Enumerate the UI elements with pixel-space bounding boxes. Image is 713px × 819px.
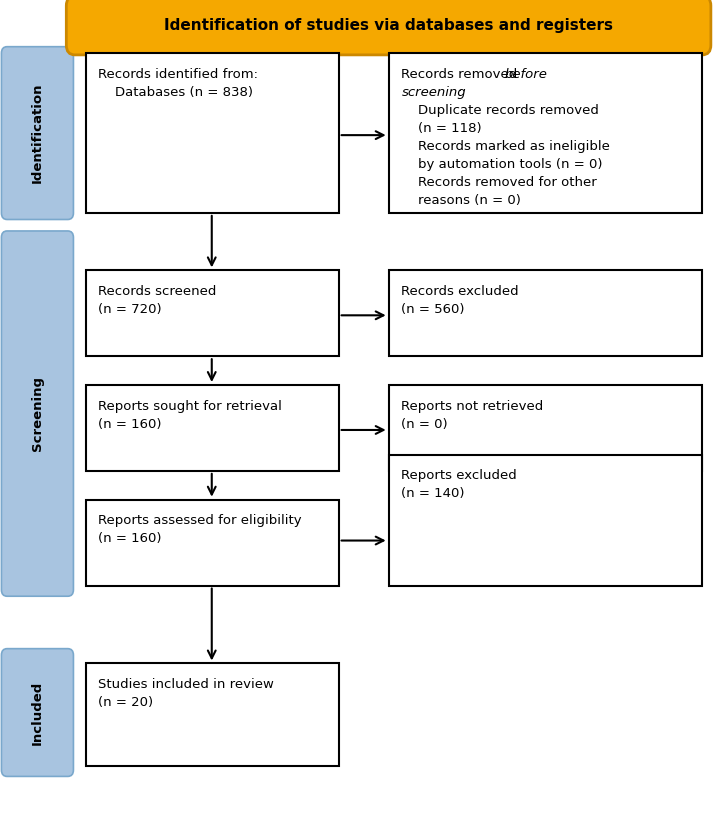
Text: (n = 118): (n = 118) [401, 122, 482, 135]
FancyBboxPatch shape [1, 649, 73, 776]
Text: (n = 560): (n = 560) [401, 303, 465, 316]
Text: screening: screening [401, 86, 466, 99]
Bar [389, 455, 702, 586]
Text: Duplicate records removed: Duplicate records removed [401, 104, 600, 117]
Text: Records marked as ineligible: Records marked as ineligible [401, 140, 610, 153]
Bar [389, 385, 702, 471]
Bar [389, 53, 702, 213]
Text: Reports not retrieved: Reports not retrieved [401, 400, 544, 413]
FancyBboxPatch shape [1, 231, 73, 596]
Text: Records excluded: Records excluded [401, 285, 519, 298]
Bar [389, 270, 702, 356]
Text: (n = 720): (n = 720) [98, 303, 162, 316]
Text: Included: Included [31, 681, 44, 744]
Text: :: : [457, 86, 461, 99]
Bar [86, 663, 339, 766]
Text: Reports sought for retrieval: Reports sought for retrieval [98, 400, 282, 413]
Text: Identification: Identification [31, 83, 44, 183]
Text: Screening: Screening [31, 376, 44, 451]
Text: Identification of studies via databases and registers: Identification of studies via databases … [164, 18, 613, 33]
Bar [86, 385, 339, 471]
Bar [86, 270, 339, 356]
Text: before: before [505, 68, 548, 81]
Text: (n = 0): (n = 0) [401, 418, 448, 431]
Bar [86, 500, 339, 586]
Text: (n = 20): (n = 20) [98, 696, 153, 709]
Text: Records screened: Records screened [98, 285, 217, 298]
Bar [86, 53, 339, 213]
Text: Databases (n = 838): Databases (n = 838) [98, 86, 253, 99]
Text: (n = 140): (n = 140) [401, 487, 465, 500]
Text: Records removed: Records removed [401, 68, 522, 81]
Text: (n = 160): (n = 160) [98, 532, 162, 545]
Text: by automation tools (n = 0): by automation tools (n = 0) [401, 158, 603, 171]
FancyBboxPatch shape [66, 0, 711, 55]
Text: (n = 160): (n = 160) [98, 418, 162, 431]
Text: Records removed for other: Records removed for other [401, 176, 597, 189]
Text: Reports excluded: Reports excluded [401, 469, 517, 482]
Text: Records identified from:: Records identified from: [98, 68, 258, 81]
Text: Studies included in review: Studies included in review [98, 678, 275, 691]
Text: Reports assessed for eligibility: Reports assessed for eligibility [98, 514, 302, 527]
Text: reasons (n = 0): reasons (n = 0) [401, 194, 521, 207]
FancyBboxPatch shape [1, 47, 73, 219]
